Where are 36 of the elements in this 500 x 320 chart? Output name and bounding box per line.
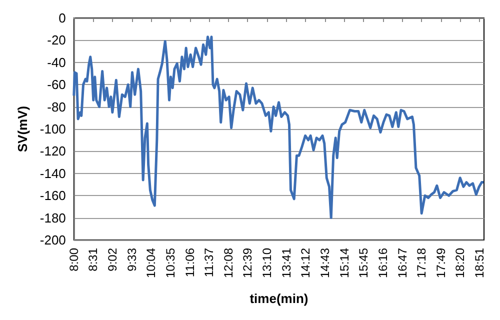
y-tick-label: -200 — [40, 232, 66, 248]
y-tick-label: -140 — [40, 166, 66, 181]
x-tick-label: 9:02 — [106, 248, 120, 272]
y-tick-label: 0 — [58, 10, 66, 26]
x-tick-label: 16:16 — [376, 248, 390, 278]
y-tick-label: -120 — [40, 144, 66, 159]
y-tick-label: -100 — [40, 122, 66, 136]
x-tick-label: 12:39 — [240, 248, 255, 278]
x-tick-label: 14:12 — [298, 248, 313, 278]
x-tick-label: 15:14 — [337, 248, 352, 278]
y-axis-title: SV(mV) — [15, 106, 30, 152]
x-tick-label: 13:10 — [260, 248, 274, 278]
x-tick-label: 10:04 — [144, 248, 158, 278]
x-tick-label: 9:33 — [124, 248, 139, 272]
line-series — [72, 36, 485, 220]
y-tick-label: -160 — [40, 188, 66, 204]
y-tick-label: -60 — [47, 77, 66, 92]
x-tick-label: 12:08 — [221, 248, 236, 278]
x-tick-label: 11:37 — [202, 248, 216, 278]
x-tick-label: 14:43 — [318, 248, 332, 278]
x-tick-label: 10:35 — [163, 248, 178, 278]
x-tick-label: 17:49 — [434, 248, 448, 278]
x-tick-label: 8:00 — [66, 248, 81, 272]
x-tick-label: 17:18 — [414, 248, 429, 278]
y-tick-label: -80 — [47, 99, 66, 114]
y-tick-label: -40 — [47, 54, 66, 70]
x-axis-title: time(min) — [250, 291, 308, 306]
x-tick-label: 8:31 — [86, 248, 100, 272]
x-tick-label: 11:06 — [182, 248, 197, 278]
x-tick-label: 16:47 — [395, 248, 410, 278]
y-tick-label: -180 — [40, 210, 66, 226]
x-tick-label: 18:20 — [453, 248, 468, 278]
x-tick-label: 18:51 — [472, 248, 487, 278]
x-tick-label: 15:45 — [356, 248, 371, 278]
y-tick-label: -20 — [47, 32, 66, 48]
x-tick-label: 13:41 — [279, 248, 294, 278]
